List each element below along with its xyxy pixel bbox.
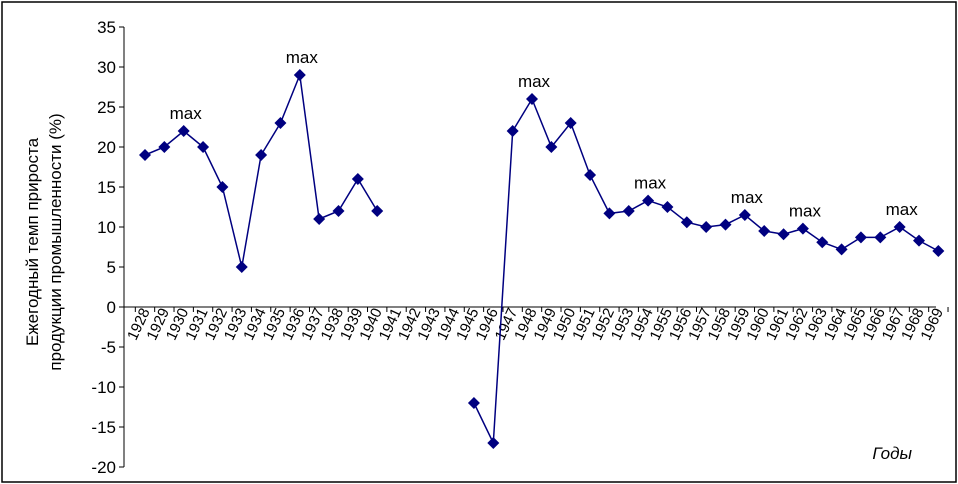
data-point xyxy=(197,141,210,153)
data-point xyxy=(622,205,635,217)
data-point xyxy=(255,149,268,161)
annotation-label: max xyxy=(731,188,764,207)
data-point xyxy=(526,93,538,105)
annotation-label: max xyxy=(170,104,203,123)
data-point xyxy=(274,117,287,129)
data-point xyxy=(332,205,345,217)
y-tick-label: 15 xyxy=(97,178,116,197)
y-tick-label: -5 xyxy=(101,338,116,357)
y-tick-label: 35 xyxy=(97,18,116,37)
y-tick-label: 25 xyxy=(97,98,116,117)
data-point xyxy=(680,216,693,229)
data-point xyxy=(738,209,751,221)
data-point xyxy=(642,194,655,207)
y-tick-label: 30 xyxy=(97,58,116,77)
data-point xyxy=(700,221,713,233)
y-tick-label: -20 xyxy=(91,458,116,477)
y-axis-ticks: -20 -15 -10 -5 0 5 10 15 20 25 30 35 xyxy=(91,18,124,477)
data-point xyxy=(177,125,190,137)
y-axis-label-line2: продукции промышленности (%) xyxy=(46,113,65,370)
data-point xyxy=(351,173,364,185)
data-point xyxy=(835,243,848,256)
annotation-label: max xyxy=(286,48,319,67)
data-point xyxy=(893,221,906,233)
y-tick-label: 10 xyxy=(97,218,116,237)
annotation-label: max xyxy=(634,174,667,193)
annotation-label: max xyxy=(886,200,919,219)
data-point xyxy=(777,228,790,241)
data-point xyxy=(313,213,326,225)
data-point xyxy=(796,222,809,235)
data-point xyxy=(932,245,945,257)
data-point xyxy=(564,117,577,129)
data-point xyxy=(719,218,732,231)
data-point xyxy=(139,149,151,161)
axes xyxy=(123,27,936,467)
data-point xyxy=(758,225,771,237)
data-point xyxy=(158,141,171,153)
data-point xyxy=(506,125,519,137)
data-point xyxy=(487,437,500,449)
data-point xyxy=(913,234,925,247)
annotation-label: max xyxy=(789,202,822,221)
y-tick-label: 20 xyxy=(97,138,116,157)
data-point xyxy=(371,205,384,217)
annotation-label: max xyxy=(518,72,551,91)
x-axis-ticks: 1928192919301931193219331934193519361937… xyxy=(124,306,949,343)
data-point xyxy=(293,69,306,81)
series-markers xyxy=(139,69,945,449)
data-point xyxy=(603,207,616,220)
y-axis-label-line1: Ежегодный темп прироста xyxy=(23,137,42,346)
annotations: max max max max max max max xyxy=(170,48,919,221)
x-axis-label: Годы xyxy=(872,444,912,463)
data-point xyxy=(816,236,829,249)
y-tick-label: -10 xyxy=(91,378,116,397)
y-tick-label: 5 xyxy=(107,258,116,277)
data-point xyxy=(584,169,597,181)
data-point xyxy=(545,141,558,153)
data-point xyxy=(235,261,248,273)
data-point xyxy=(661,201,674,213)
data-point xyxy=(467,397,480,409)
data-point xyxy=(854,231,867,244)
data-point xyxy=(874,231,887,244)
data-point xyxy=(216,181,229,193)
y-tick-label: 0 xyxy=(107,298,116,317)
y-tick-label: -15 xyxy=(91,418,116,437)
